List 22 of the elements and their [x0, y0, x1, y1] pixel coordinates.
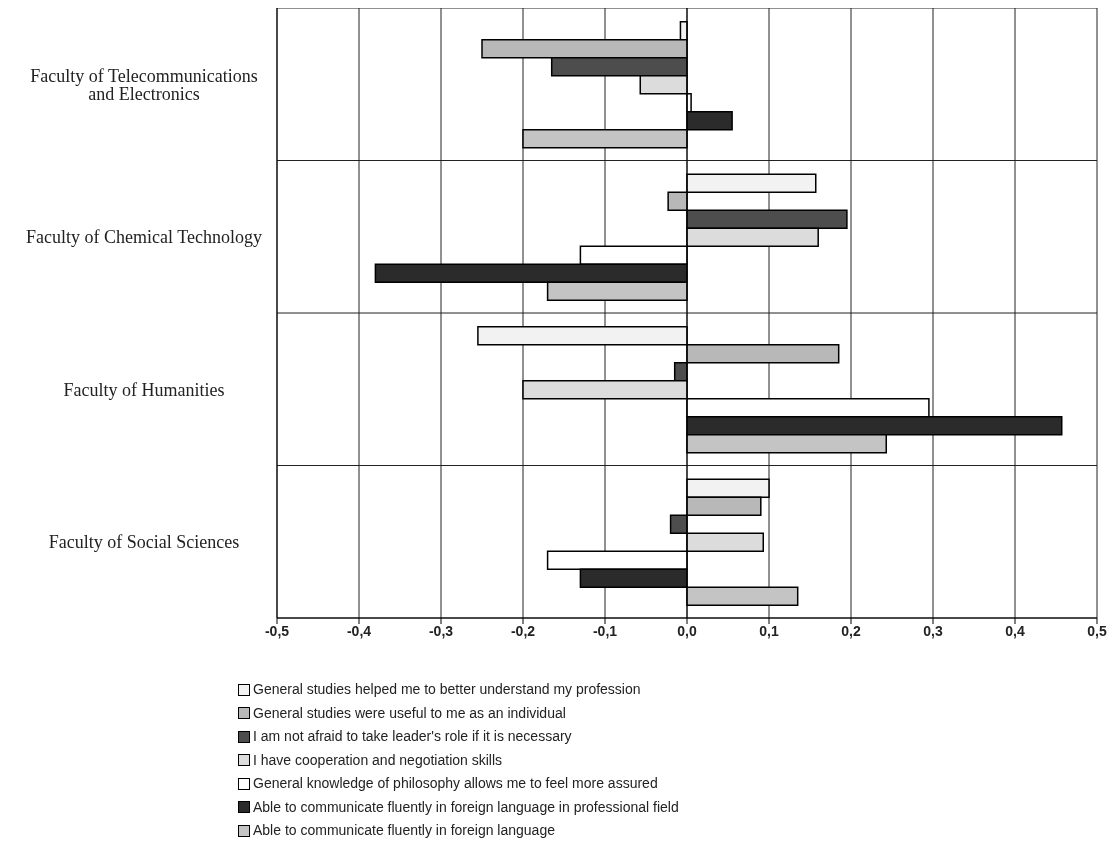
legend-label: Able to communicate fluently in foreign language in professional field — [253, 797, 679, 817]
y-tick-label: Faculty of Humanities — [63, 379, 225, 400]
x-tick-label: -0,5 — [264, 622, 290, 639]
legend-label: I have cooperation and negotiation skills — [253, 750, 503, 770]
x-tick-label: -0,2 — [510, 622, 536, 639]
legend-label: I am not afraid to take leader's role if it is necessary — [253, 727, 572, 746]
legend-label: General studies were useful to me as an individual — [253, 703, 566, 723]
x-tick-label: 0,5 — [1087, 622, 1107, 639]
legend-label: General studies helped me to better understand my profession — [253, 680, 641, 699]
y-tick-label: Faculty of Social Sciences — [48, 532, 240, 553]
y-tick-label: Faculty of Telecommunications and Electronics — [30, 65, 258, 104]
legend-label: General knowledge of philosophy allows me to feel more assured — [253, 774, 658, 793]
y-tick-label: Faculty of Chemical Technology — [26, 227, 262, 248]
x-tick-label: -0,4 — [346, 622, 372, 639]
x-tick-label: 0,4 — [1005, 622, 1025, 639]
legend-label: Able to communicate fluently in foreign language — [253, 821, 555, 840]
x-tick-label: -0,3 — [428, 622, 454, 639]
x-tick-label: 0,1 — [759, 622, 779, 639]
x-tick-label: -0,1 — [592, 622, 618, 639]
x-tick-label: 0,0 — [677, 622, 697, 639]
x-tick-label: 0,3 — [923, 622, 943, 639]
x-tick-label: 0,2 — [841, 622, 861, 639]
